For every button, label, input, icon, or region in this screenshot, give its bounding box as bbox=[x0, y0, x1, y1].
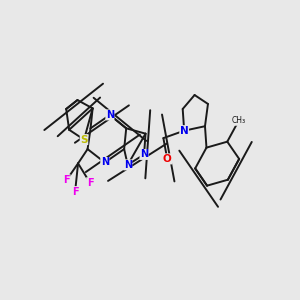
Text: F: F bbox=[72, 187, 78, 196]
Text: N: N bbox=[140, 149, 148, 160]
Text: N: N bbox=[106, 110, 114, 120]
Text: F: F bbox=[87, 178, 93, 188]
Text: S: S bbox=[80, 135, 88, 145]
Text: N: N bbox=[180, 126, 189, 136]
Text: CH₃: CH₃ bbox=[232, 116, 246, 125]
Text: F: F bbox=[64, 175, 70, 185]
Text: N: N bbox=[101, 158, 109, 167]
Text: O: O bbox=[163, 154, 172, 164]
Text: N: N bbox=[124, 160, 132, 170]
